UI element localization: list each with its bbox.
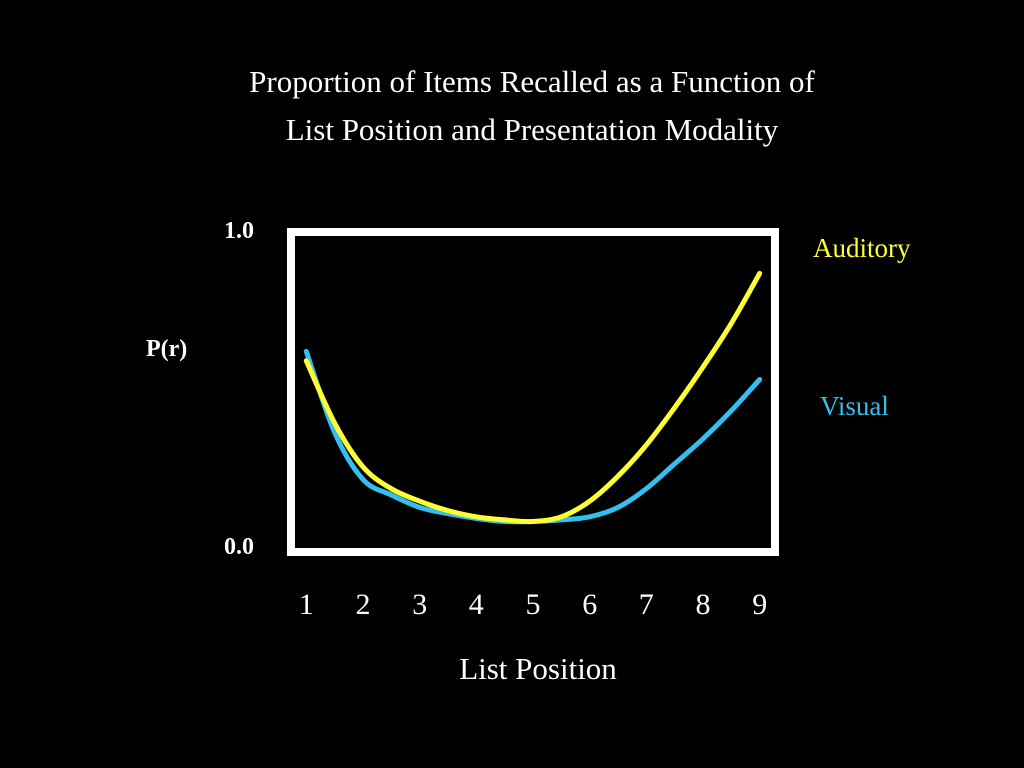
x-tick-label: 9 bbox=[752, 588, 767, 621]
x-tick-label: 5 bbox=[526, 588, 541, 621]
x-tick-label: 6 bbox=[582, 588, 597, 621]
x-tick-layer: 1 2 3 4 5 6 7 8 9 bbox=[299, 588, 767, 621]
x-axis-label: List Position bbox=[459, 651, 617, 686]
series-line-auditory bbox=[303, 270, 763, 525]
chart-title: Proportion of Items Recalled as a Functi… bbox=[249, 64, 815, 99]
x-tick-label: 3 bbox=[412, 588, 427, 621]
x-tick-label: 4 bbox=[469, 588, 484, 621]
y-axis-label: P(r) bbox=[146, 336, 188, 362]
y-tick-label-max: 1.0 bbox=[224, 218, 254, 244]
x-tick-label: 8 bbox=[696, 588, 711, 621]
x-tick-label: 2 bbox=[356, 588, 371, 621]
legend-visual: Visual bbox=[820, 391, 889, 421]
series-layer bbox=[303, 270, 763, 525]
chart-subtitle: List Position and Presentation Modality bbox=[285, 112, 779, 147]
x-tick-label: 1 bbox=[299, 588, 314, 621]
x-tick-label: 7 bbox=[639, 588, 654, 621]
series-line-visual bbox=[303, 348, 763, 525]
legend-auditory: Auditory bbox=[813, 233, 911, 263]
y-tick-label-min: 0.0 bbox=[224, 534, 254, 560]
plot-frame bbox=[287, 228, 779, 556]
